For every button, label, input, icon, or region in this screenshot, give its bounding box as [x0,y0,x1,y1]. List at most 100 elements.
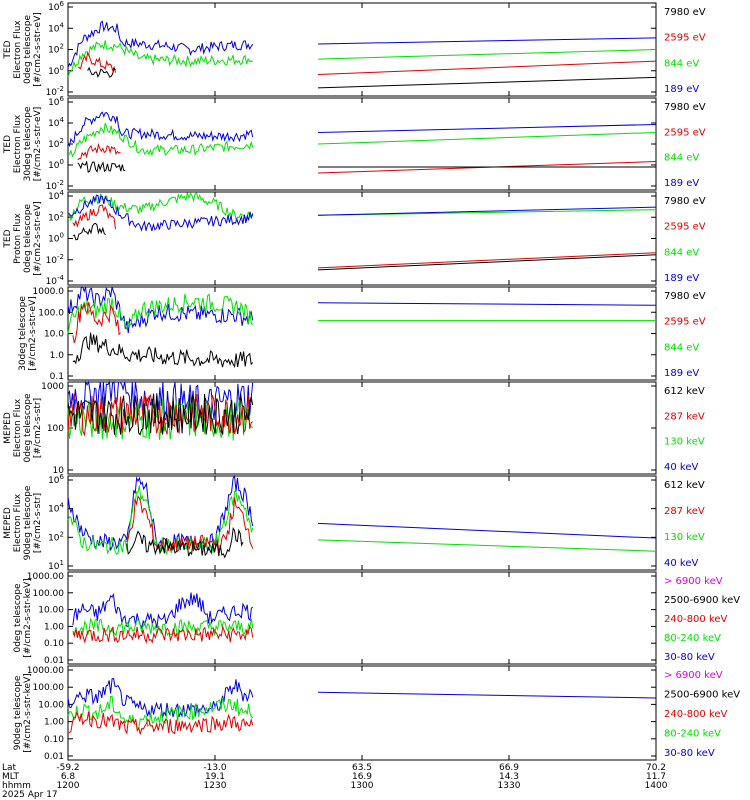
footer-row-label: Lat [2,763,17,773]
panel-frame [67,571,657,665]
legend-entry: 30-80 keV [664,652,715,663]
y-tick-label: 104 [48,502,64,515]
series-extension-line [317,302,657,306]
y-axis-label: MEPEDElectron Flux0deg telescope[#/cm2-s… [3,393,43,463]
y-axis-label: 90deg telescope[#/cm2-s-str-keV] [13,673,33,752]
y-tick-label: 10.00 [38,606,64,616]
legend-entry: 40 keV [664,462,698,473]
legend-entry: 240-800 keV [664,709,728,720]
legend-entry: 189 eV [664,84,699,95]
series-2595-ev-line [77,51,116,73]
chart-panel-8: 1000.00 100.00 10.00 1.00 0.10 0.01 90deg tele… [13,665,740,762]
legend-entry: 130 keV [664,532,705,543]
series-189-ev-line [67,286,254,334]
footer-lat-value: 66.9 [499,763,519,773]
y-tick-label: 102 [48,210,64,223]
panel-frame [67,665,657,761]
y-tick-label: 10.00 [38,700,64,710]
legend-entry: 7980 eV [664,7,706,18]
footer-mlt-value: 14.3 [499,772,519,782]
series-189-ev-line [67,111,254,148]
footer-lat-value: -13.0 [203,763,227,773]
footer-hhmm-value: 1330 [498,781,521,791]
y-tick-label: 104 [48,116,64,129]
legend-entry: 612 keV [664,480,705,491]
y-axis-label: 30deg telescope[#/cm2-s-str-eV] [18,296,38,371]
y-tick-label: 1.00 [44,718,64,728]
y-tick-label: 102 [48,43,64,56]
legend-entry: 844 eV [664,247,699,258]
series-130-kev-line [67,485,254,556]
series-extension-line [317,49,657,60]
footer-hhmm-value: 1200 [57,781,80,791]
y-tick-label: 100 [48,158,64,171]
footer-mlt-value: 16.9 [352,772,372,782]
series-7980-ev-line [72,222,106,241]
legend-entry: 844 eV [664,153,699,164]
series-287-kev-line [126,495,254,553]
y-tick-label: 100 [48,232,64,245]
series-30-80-kev-line [72,592,254,630]
series-30-80-kev-line [67,678,254,718]
chart-panel-7: 1000.00 100.00 10.00 1.00 0.10 0.01 0deg teles… [13,571,740,666]
y-tick-label: 101 [48,559,64,572]
footer-mlt-value: 11.7 [646,772,666,782]
panel-frame [67,2,657,97]
legend-entry: 80-240 keV [664,729,721,740]
footer-lat-value: 63.5 [352,763,372,773]
y-tick-label: 0.10 [44,639,64,649]
footer-lat-value: -59.2 [56,763,79,773]
y-tick-label: 0.01 [44,752,64,762]
series-extension-line [317,76,657,89]
y-tick-label: 10-2 [46,179,64,192]
y-tick-label: 1000.0 [33,287,65,297]
footer-row-label: MLT [2,772,20,782]
y-tick-label: 100.00 [33,683,65,693]
footer-hhmm-value: 1230 [204,781,227,791]
series-844-ev-line [67,293,254,334]
y-tick-label: 0.01 [44,656,64,666]
y-tick-label: 1000 [41,382,64,392]
legend-entry: 2595 eV [664,127,706,138]
series-2595-ev-line [77,142,121,161]
y-tick-label: 10-4 [46,274,65,287]
legend-entry: > 6900 keV [664,576,723,587]
legend-entry: 189 eV [664,178,699,189]
series-extension-line [317,691,657,699]
footer-row-label: hhmm [2,781,31,791]
series-extension-line [317,132,657,145]
legend-entry: 2595 eV [664,33,706,44]
legend-entry: > 6900 keV [664,670,723,681]
y-tick-label: 0.10 [44,735,64,745]
chart-panel-6: 106 104 102 101 MEPEDElectron Flux90deg tele… [3,473,705,572]
series-extension-line [317,254,657,271]
legend-entry: 40 keV [664,558,698,569]
series-extension-line [317,252,657,269]
series-189-ev-line [67,194,254,232]
series-189-ev-line [67,20,254,68]
y-tick-label: 100 [47,424,64,434]
series-844-ev-line [67,192,254,222]
series-7980-ev-line [72,332,254,368]
footer-hhmm-value: 1300 [351,781,374,791]
legend-entry: 80-240 keV [664,633,721,644]
y-tick-label: 1.00 [44,622,64,632]
series-80-240-kev-line [72,617,254,637]
footer-mlt-value: 19.1 [205,772,225,782]
y-axis-label: TEDElectron Flux30deg telescope[#/cm2-s-… [3,106,43,181]
series-7980-ev-line [77,160,126,173]
y-axis-label: TEDProton Flux0deg telescope[#/cm2-s-str… [3,201,43,276]
legend-entry: 2500-6900 keV [664,690,740,701]
panel-frame [67,475,657,571]
legend-entry: 287 keV [664,506,705,517]
y-axis-label: TEDElectron Flux0deg telescope[#/cm2-s-s… [3,12,43,87]
legend-entry: 189 eV [664,368,699,379]
series-240-800-kev-line [72,624,254,645]
y-tick-label: 102 [48,530,64,543]
y-axis-label: MEPEDElectron Flux90deg telescope[#/cm2-… [3,485,43,560]
y-tick-label: 0.1 [50,372,64,382]
y-tick-label: 106 [48,95,64,108]
